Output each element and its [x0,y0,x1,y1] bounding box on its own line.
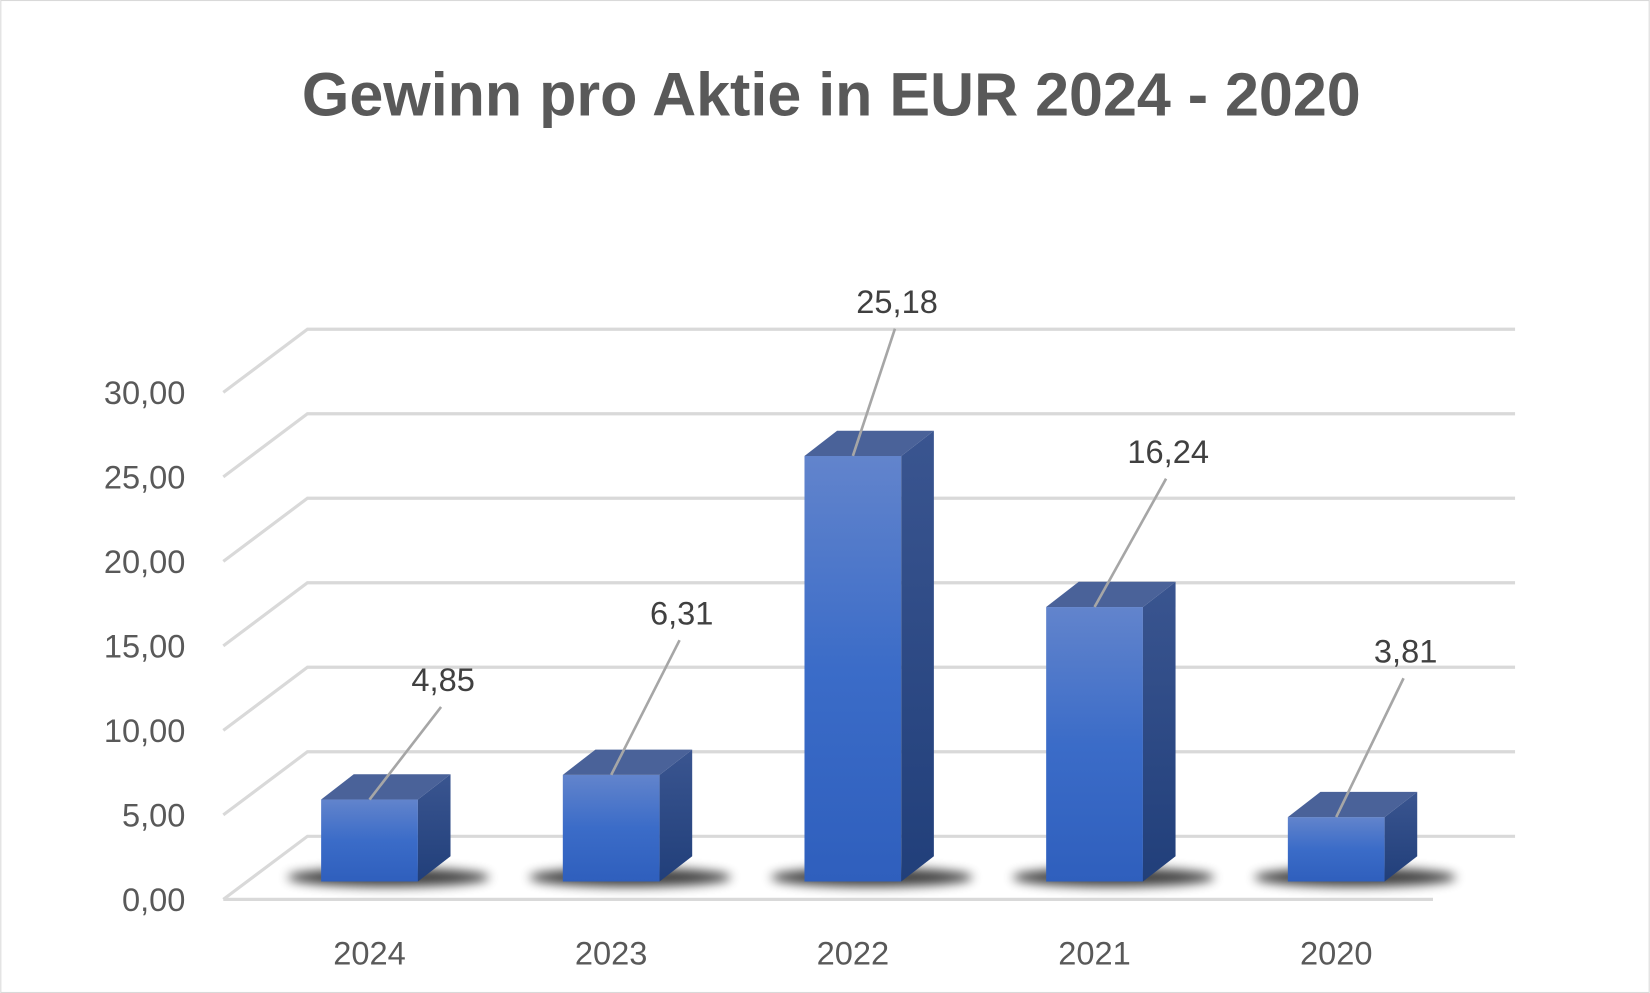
x-tick-label: 2022 [817,935,890,972]
x-tick-label: 2024 [333,935,406,972]
y-tick-label: 25,00 [104,458,186,495]
bar-side-face [901,430,934,882]
y-tick-label: 20,00 [104,543,186,580]
y-tick-label: 30,00 [104,374,186,411]
bar-top-face [804,430,934,456]
x-tick-label: 2023 [575,935,648,972]
data-label-leader-line [851,328,897,457]
bar-front-face [1287,817,1385,882]
bar-side-face [1384,791,1418,882]
bar-2023: 6,31 [529,594,732,887]
chart-title: Gewinn pro Aktie in EUR 2024 - 2020 [302,61,1361,129]
bar-2020: 3,81 [1254,632,1457,887]
y-tick-label: 0,00 [122,881,185,918]
bar-front-face [804,455,902,882]
bar-front-face [1046,607,1143,882]
data-label-leader-line [610,639,681,776]
gridline [222,327,1516,394]
x-tick-label: 2021 [1058,935,1131,972]
bar-front-face [321,799,418,882]
data-label: 3,81 [1374,632,1437,669]
y-tick-label: 10,00 [104,712,186,749]
bar-2021: 16,24 [1012,433,1215,887]
bar-2022: 25,18 [770,283,973,887]
bar-front-face [562,774,660,882]
gridline [222,496,1516,563]
y-tick-label: 5,00 [122,796,185,833]
bar-top-face [321,774,451,800]
data-label-leader-line [368,706,443,801]
bar-top-face [562,749,693,775]
gridline [222,412,1516,479]
bar-2024: 4,85 [287,661,490,887]
bar-top-face [1287,791,1418,818]
bar-side-face [417,774,451,882]
x-tick-label: 2020 [1300,935,1373,972]
y-tick-label: 15,00 [104,627,186,664]
data-label: 16,24 [1127,433,1209,470]
data-label: 4,85 [411,661,474,698]
data-label-leader-line [1093,478,1168,608]
bar-side-face [659,749,693,882]
bar-side-face [1142,581,1176,882]
data-label: 25,18 [856,283,938,320]
data-label: 6,31 [650,594,713,631]
data-label-leader-line [1335,677,1405,818]
bar-top-face [1046,581,1176,608]
